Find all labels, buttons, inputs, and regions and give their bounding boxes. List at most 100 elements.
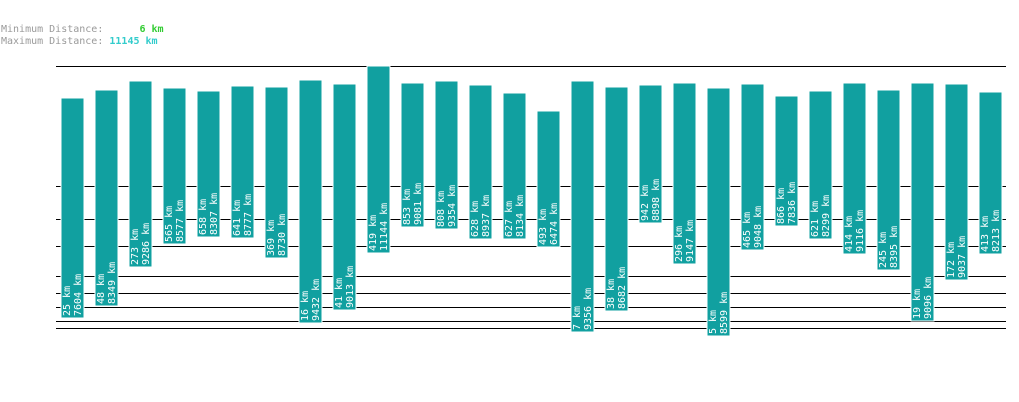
bar-group: 369 km 8730 km (264, 86, 289, 259)
bar (400, 82, 425, 228)
bar (910, 82, 935, 322)
bar (366, 65, 391, 254)
bar-min-label: 16 km (300, 291, 311, 321)
bar-min-label: 5 km (708, 310, 719, 334)
bar-group: 465 km 9048 km (740, 83, 765, 251)
bar-group: 172 km 9037 km (944, 83, 969, 281)
bar-min-label: 296 km (674, 226, 685, 262)
bar-min-label: 808 km (436, 191, 447, 227)
bar-group: 296 km 9147 km (672, 82, 697, 265)
bar-group: 853 km 9081 km (400, 82, 425, 228)
bar (94, 89, 119, 307)
min-distance-label: Minimum Distance: (1, 24, 104, 35)
bar (162, 87, 187, 245)
bar-group: 641 km 8777 km (230, 85, 255, 239)
bar-max-label: 11144 km (379, 203, 390, 251)
bar-max-label: 9096 km (923, 277, 934, 319)
min-distance-value: 6 km (139, 24, 164, 35)
bar-min-label: 41 km (334, 278, 345, 308)
bar-max-label: 9354 km (447, 185, 458, 227)
bar-max-label: 9147 km (685, 220, 696, 262)
bar (876, 89, 901, 271)
bar (332, 83, 357, 311)
bar-group: 414 km 9116 km (842, 82, 867, 255)
bar (706, 87, 731, 337)
bar-max-label: 9116 km (855, 210, 866, 252)
bar-min-label: 493 km (538, 209, 549, 245)
bar-group: 273 km 9286 km (128, 80, 153, 268)
bar-group: 19 km 9096 km (910, 82, 935, 322)
bar-min-label: 627 km (504, 201, 515, 237)
bar-min-label: 7 km (572, 306, 583, 330)
bar (196, 90, 221, 238)
bar (536, 110, 561, 248)
bar-group: 419 km 11144 km (366, 65, 391, 254)
bar (774, 95, 799, 227)
bar (604, 86, 629, 312)
bar-max-label: 8395 km (889, 226, 900, 268)
bar-group: 413 km 8213 km (978, 91, 1003, 255)
bar-group: 25 km 7604 km (60, 97, 85, 319)
bar-max-label: 9432 km (311, 279, 322, 321)
bar-max-label: 8349 km (107, 262, 118, 304)
bar-min-label: 245 km (878, 232, 889, 268)
bar-max-label: 9013 km (345, 266, 356, 308)
bar-max-label: 9037 km (957, 236, 968, 278)
bar (128, 80, 153, 268)
bar (60, 97, 85, 319)
bar-min-label: 38 km (606, 279, 617, 309)
bar-group: 621 km 8299 km (808, 90, 833, 240)
bar-min-label: 621 km (810, 201, 821, 237)
bar-max-label: 7836 km (787, 182, 798, 224)
bar-min-label: 853 km (402, 189, 413, 225)
bar-max-label: 8213 km (991, 210, 1002, 252)
bar-max-label: 8307 km (209, 193, 220, 235)
bar-min-label: 641 km (232, 200, 243, 236)
bar-group: 942 km 8898 km (638, 84, 663, 224)
bar-group: 7 km 9356 km (570, 80, 595, 333)
bar-min-label: 19 km (912, 289, 923, 319)
bar-max-label: 9048 km (753, 206, 764, 248)
bar-min-label: 25 km (62, 286, 73, 316)
bar (502, 92, 527, 240)
bar (468, 84, 493, 240)
bar (264, 86, 289, 259)
bar-max-label: 8682 km (617, 267, 628, 309)
bar-group: 5 km 8599 km (706, 87, 731, 337)
bar (944, 83, 969, 281)
bar (570, 80, 595, 333)
bar (298, 79, 323, 324)
bar-group: 628 km 8937 km (468, 84, 493, 240)
bar-max-label: 8777 km (243, 194, 254, 236)
bar-group: 245 km 8395 km (876, 89, 901, 271)
bar-max-label: 8937 km (481, 195, 492, 237)
bar (740, 83, 765, 251)
bar-group: 808 km 9354 km (434, 80, 459, 230)
bar-max-label: 8898 km (651, 179, 662, 221)
bar (638, 84, 663, 224)
bar-max-label: 7604 km (73, 274, 84, 316)
bar (672, 82, 697, 265)
bar-min-label: 942 km (640, 185, 651, 221)
bar-max-label: 8134 km (515, 195, 526, 237)
bar-min-label: 413 km (980, 216, 991, 252)
max-distance-row: Maximum Distance: 11145 km (1, 36, 164, 48)
bar-max-label: 9081 km (413, 183, 424, 225)
bar-min-label: 465 km (742, 212, 753, 248)
bar-max-label: 8599 km (719, 292, 730, 334)
bar-group: 38 km 8682 km (604, 86, 629, 312)
bar-group: 48 km 8349 km (94, 89, 119, 307)
bar-min-label: 172 km (946, 242, 957, 278)
bar-min-label: 658 km (198, 199, 209, 235)
bar-min-label: 273 km (130, 229, 141, 265)
bar-group: 16 km 9432 km (298, 79, 323, 324)
max-distance-label: Maximum Distance: (1, 36, 104, 47)
max-distance-value: 11145 km (109, 36, 158, 47)
bar-min-label: 419 km (368, 215, 379, 251)
bar-group: 866 km 7836 km (774, 95, 799, 227)
bar (978, 91, 1003, 255)
bar-max-label: 8577 km (175, 200, 186, 242)
bar-group: 658 km 8307 km (196, 90, 221, 238)
bar-min-label: 414 km (844, 216, 855, 252)
bar-group: 565 km 8577 km (162, 87, 187, 245)
